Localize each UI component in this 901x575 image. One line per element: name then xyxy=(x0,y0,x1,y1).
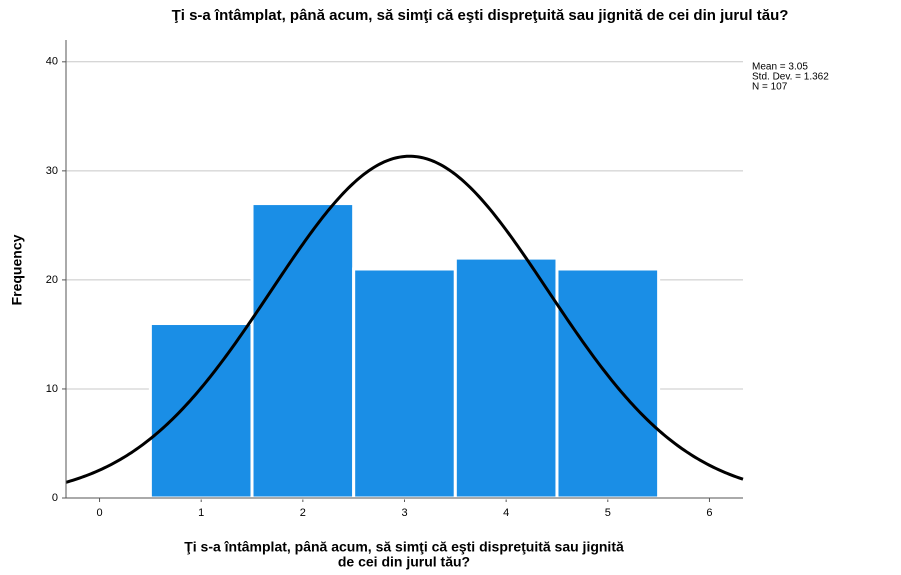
x-tick-label: 2 xyxy=(300,507,306,519)
bar xyxy=(250,202,356,500)
y-axis-label: Frequency xyxy=(9,234,25,305)
y-tick-label: 0 xyxy=(52,492,58,504)
y-tick-label: 40 xyxy=(46,56,58,68)
x-tick-label: 1 xyxy=(198,507,204,519)
bar xyxy=(555,267,661,500)
x-tick-label: 6 xyxy=(706,507,712,519)
x-tick-label: 4 xyxy=(503,507,509,519)
annotation: Mean = 3.05 xyxy=(752,62,808,73)
normal-curve xyxy=(65,154,744,484)
x-tick-label: 0 xyxy=(96,507,102,519)
bar xyxy=(453,256,559,500)
chart-title: Ţi s-a întâmplat, până acum, să simţi că… xyxy=(172,7,789,24)
annotation: Std. Dev. = 1.362 xyxy=(752,72,829,83)
x-axis-label: de cei din jurul tău? xyxy=(338,554,470,570)
x-tick-label: 5 xyxy=(605,507,611,519)
y-tick-label: 30 xyxy=(46,165,58,177)
annotation: N = 107 xyxy=(752,82,788,93)
x-axis-label: Ţi s-a întâmplat, până acum, să simţi că… xyxy=(184,539,624,555)
bar xyxy=(148,322,254,500)
y-tick-label: 10 xyxy=(46,383,58,395)
x-tick-label: 3 xyxy=(401,507,407,519)
y-tick-label: 20 xyxy=(46,274,58,286)
bar xyxy=(352,267,457,500)
